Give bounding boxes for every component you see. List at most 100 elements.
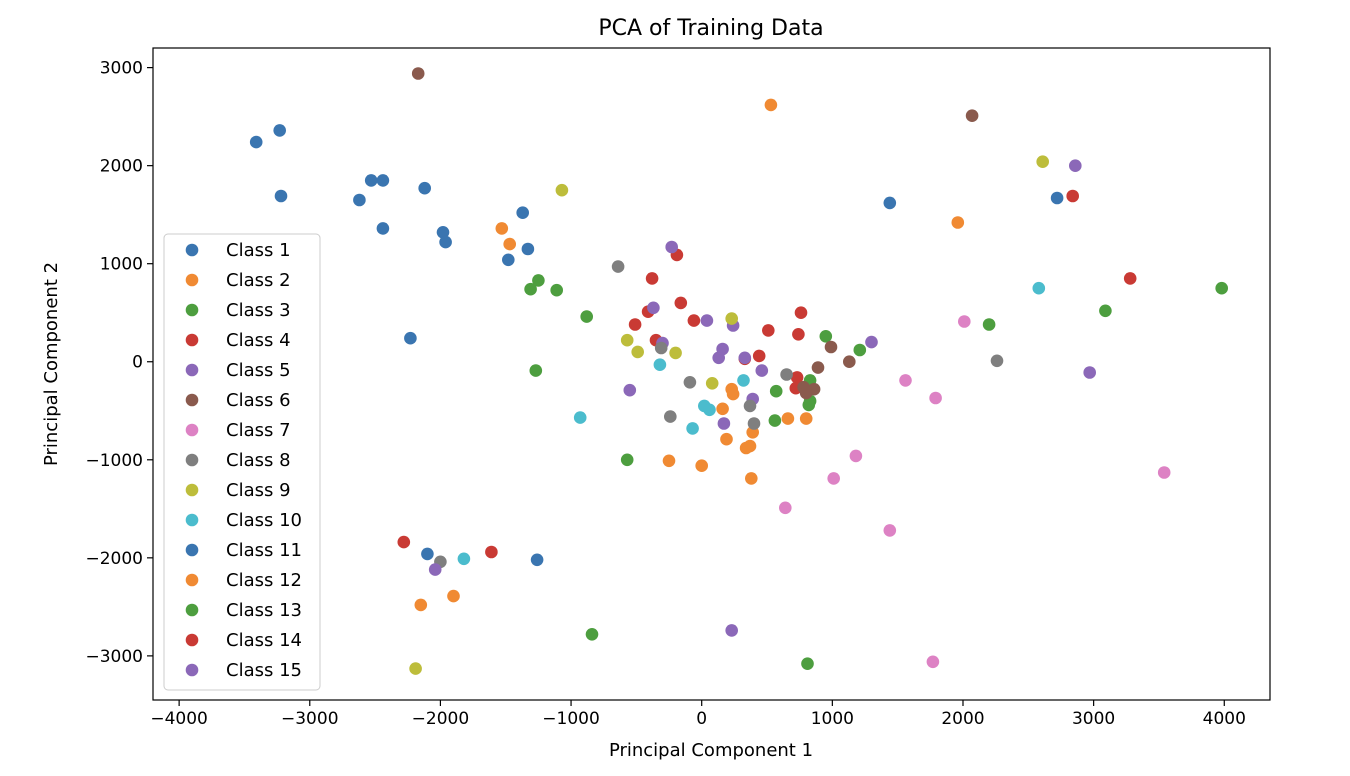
scatter-point <box>647 301 660 315</box>
scatter-point <box>745 472 758 485</box>
scatter-point <box>705 377 719 390</box>
scatter-point <box>726 387 740 401</box>
legend-label: Class 13 <box>226 600 302 621</box>
x-tick-label: 1000 <box>811 709 854 729</box>
scatter-point <box>436 226 450 239</box>
x-tick-label: −2000 <box>412 709 470 729</box>
plot-frame <box>152 47 1271 701</box>
legend: Class 1 Class 2 Class 3 Class 4 Class 5 Class… <box>163 233 321 691</box>
scatter-point <box>811 361 825 374</box>
x-tick-label: −3000 <box>281 709 339 729</box>
scatter-point <box>843 355 856 369</box>
y-tick-label: −1000 <box>85 451 143 471</box>
scatter-point <box>495 222 509 235</box>
scatter-point <box>530 553 544 567</box>
legend-marker <box>185 513 199 527</box>
legend-marker <box>185 543 199 557</box>
legend-marker <box>185 483 199 497</box>
scatter-point <box>779 501 792 515</box>
scatter-point <box>274 189 288 203</box>
x-tick-label: −1000 <box>542 709 600 729</box>
legend-marker <box>185 273 199 287</box>
legend-label: Class 1 <box>226 240 291 261</box>
scatter-point <box>669 346 682 360</box>
scatter-point <box>720 432 733 446</box>
y-tick-label: −3000 <box>85 647 143 667</box>
scatter-point <box>376 222 390 235</box>
legend-label: Class 3 <box>226 300 291 321</box>
legend-marker <box>185 303 199 317</box>
scatter-point <box>428 563 442 576</box>
legend-label: Class 14 <box>226 630 302 651</box>
scatter-point <box>1036 155 1049 168</box>
scatter-point <box>799 412 813 425</box>
scatter-point <box>654 341 668 355</box>
scatter-point <box>686 422 699 435</box>
scatter-point <box>664 410 677 423</box>
legend-label: Class 10 <box>226 510 302 531</box>
scatter-point <box>990 354 1004 368</box>
scatter-point <box>819 330 833 343</box>
scatter-point <box>249 135 263 149</box>
x-tick-label: 3000 <box>1072 709 1115 729</box>
scatter-point <box>801 657 814 670</box>
legend-marker <box>185 363 199 377</box>
scatter-point <box>738 351 752 365</box>
plot-points <box>249 67 1228 675</box>
scatter-point <box>623 383 637 397</box>
scatter-point <box>824 340 838 354</box>
scatter-point <box>747 417 761 430</box>
scatter-point <box>781 412 795 425</box>
scatter-point <box>849 449 863 463</box>
x-tick-label: 2000 <box>941 709 984 729</box>
scatter-point <box>865 335 878 349</box>
scatter-point <box>662 454 676 468</box>
legend-marker <box>185 333 199 347</box>
y-tick-label: −2000 <box>85 549 143 569</box>
scatter-point <box>485 545 498 559</box>
scatter-point <box>853 343 867 357</box>
scatter-point <box>716 402 729 416</box>
scatter-point <box>794 306 808 320</box>
x-axis-label: Principal Component 1 <box>609 740 813 761</box>
scatter-point <box>951 216 965 229</box>
legend-label: Class 15 <box>226 660 302 681</box>
scatter-point <box>899 374 912 387</box>
scatter-point <box>1069 159 1082 172</box>
scatter-point <box>503 237 516 251</box>
scatter-point <box>404 331 417 345</box>
scatter-point <box>799 386 813 400</box>
x-tick-label: 0 <box>696 709 707 729</box>
scatter-point <box>273 124 287 137</box>
scatter-point <box>737 374 750 387</box>
y-tick-label: 2000 <box>100 157 143 177</box>
scatter-point <box>439 235 452 249</box>
scatter-point <box>620 453 634 467</box>
scatter-point <box>700 314 714 327</box>
x-tick-label: 4000 <box>1203 709 1246 729</box>
scatter-point <box>755 364 769 377</box>
legend-marker <box>185 393 199 407</box>
scatter-point <box>376 174 390 187</box>
scatter-point <box>532 274 545 287</box>
scatter-point <box>502 253 515 267</box>
legend-marker <box>185 423 199 437</box>
scatter-point <box>926 655 940 669</box>
scatter-point <box>762 324 775 337</box>
scatter-point <box>743 399 757 413</box>
scatter-point <box>883 524 897 537</box>
y-axis: −3000 −2000 −1000 0 1000 2000 3000 <box>85 59 153 667</box>
legend-label: Class 5 <box>226 360 291 381</box>
legend-label: Class 8 <box>226 450 291 471</box>
scatter-point <box>585 628 599 641</box>
scatter-point <box>529 364 543 377</box>
scatter-point <box>418 181 432 195</box>
legend-marker <box>185 243 199 257</box>
scatter-point <box>687 314 701 327</box>
scatter-point <box>353 193 366 207</box>
scatter-point <box>712 351 725 365</box>
scatter-point <box>1157 466 1171 479</box>
legend-marker <box>185 573 199 587</box>
chart-title: PCA of Training Data <box>598 16 823 41</box>
y-tick-label: 0 <box>132 353 143 373</box>
